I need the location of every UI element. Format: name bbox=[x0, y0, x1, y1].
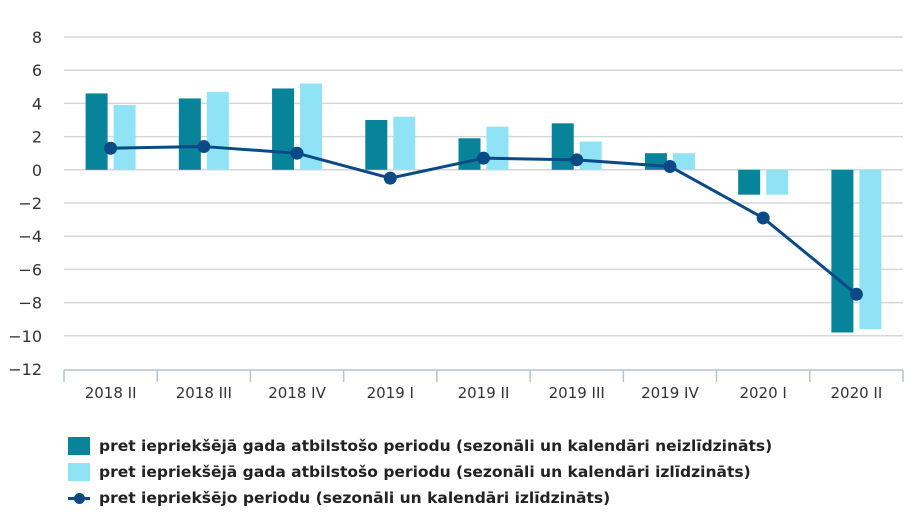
bar-adjusted bbox=[486, 126, 509, 170]
x-tick-label: 2019 I bbox=[367, 384, 414, 402]
line-point bbox=[756, 211, 770, 225]
line-point bbox=[663, 159, 677, 173]
gridlines bbox=[64, 36, 903, 337]
legend-line-marker-icon bbox=[68, 489, 90, 507]
y-tick-label: −2 bbox=[18, 194, 42, 213]
bar-unadjusted bbox=[178, 98, 201, 170]
bar-adjusted bbox=[579, 141, 602, 170]
legend-item-line-previous-period[interactable]: pret iepriekšējo periodu (sezonāli un ka… bbox=[68, 485, 772, 511]
bar-unadjusted bbox=[738, 169, 761, 195]
legend-swatch-dark-teal bbox=[68, 437, 90, 455]
legend: pret iepriekšējā gada atbilstošo periodu… bbox=[68, 433, 772, 511]
bar-adjusted bbox=[206, 91, 229, 170]
y-tick-label: −10 bbox=[8, 327, 42, 346]
y-tick-label: −12 bbox=[8, 360, 42, 379]
x-tick-label: 2019 III bbox=[549, 384, 605, 402]
bar-adjusted bbox=[393, 116, 416, 170]
y-tick-label: 8 bbox=[32, 28, 42, 47]
x-axis: 2018 II 2018 III 2018 IV 2019 I 2019 II 2019 … bbox=[63, 369, 904, 402]
line-series bbox=[104, 140, 863, 301]
bar-unadjusted bbox=[365, 120, 388, 170]
bar-unadjusted bbox=[831, 169, 854, 333]
y-tick-label: 0 bbox=[32, 161, 42, 180]
x-tick-label: 2019 IV bbox=[641, 384, 699, 402]
x-tick-label: 2020 II bbox=[830, 384, 882, 402]
x-tick-label: 2018 III bbox=[176, 384, 232, 402]
legend-label: pret iepriekšējā gada atbilstošo periodu… bbox=[99, 437, 773, 455]
bar-adjusted bbox=[859, 169, 882, 330]
bars bbox=[85, 83, 882, 333]
bar-unadjusted bbox=[551, 123, 574, 170]
bar-adjusted bbox=[300, 83, 323, 170]
x-tick-label: 2020 I bbox=[739, 384, 786, 402]
bar-unadjusted bbox=[458, 138, 481, 170]
bar-adjusted bbox=[113, 105, 136, 170]
legend-item-bar-adjusted[interactable]: pret iepriekšējā gada atbilstošo periodu… bbox=[68, 459, 772, 485]
line-point bbox=[477, 151, 490, 165]
y-tick-label: −6 bbox=[18, 260, 42, 279]
line-point bbox=[197, 140, 211, 154]
bar-adjusted bbox=[766, 169, 789, 195]
y-tick-label: 2 bbox=[32, 128, 42, 147]
legend-swatch-light-cyan bbox=[68, 463, 90, 481]
bar-unadjusted bbox=[272, 88, 295, 170]
y-tick-label: 6 bbox=[32, 61, 42, 80]
x-tick-label: 2018 II bbox=[85, 384, 137, 402]
line-point bbox=[383, 171, 397, 185]
line-point bbox=[849, 287, 863, 301]
bar-adjusted bbox=[672, 153, 695, 170]
y-tick-label: −8 bbox=[18, 294, 42, 313]
y-tick-label: 4 bbox=[32, 94, 42, 113]
line-point bbox=[570, 153, 584, 167]
legend-label: pret iepriekšējo periodu (sezonāli un ka… bbox=[99, 489, 611, 507]
legend-item-bar-unadjusted[interactable]: pret iepriekšējā gada atbilstošo periodu… bbox=[68, 433, 772, 459]
line-point bbox=[104, 141, 118, 155]
x-tick-label: 2018 IV bbox=[268, 384, 326, 402]
y-tick-label: −4 bbox=[18, 227, 42, 246]
line-point bbox=[290, 146, 304, 160]
legend-label: pret iepriekšējā gada atbilstošo periodu… bbox=[99, 463, 751, 481]
bar-unadjusted bbox=[85, 93, 108, 170]
x-tick-label: 2019 II bbox=[458, 384, 510, 402]
y-axis-ticks: 8 6 4 2 0 −2 −4 −6 −8 −10 −12 bbox=[8, 28, 42, 379]
